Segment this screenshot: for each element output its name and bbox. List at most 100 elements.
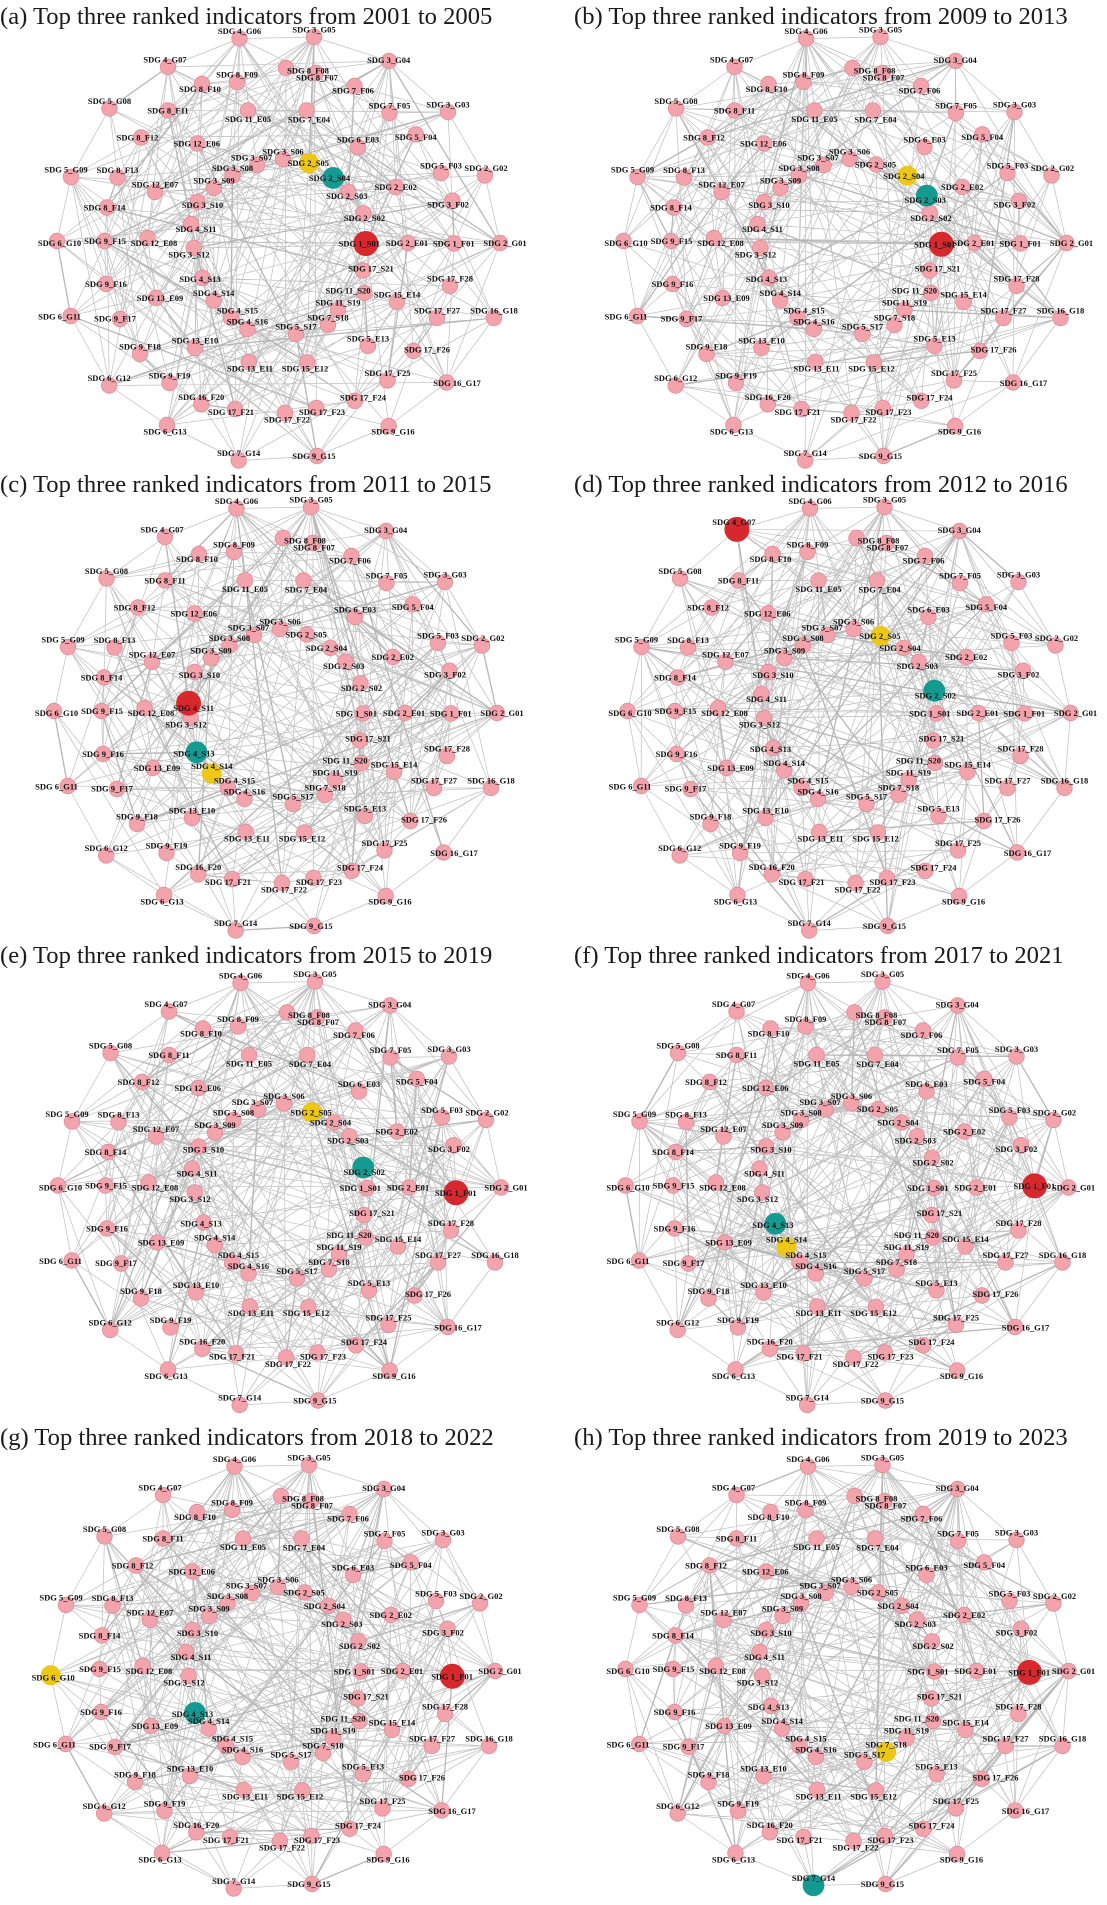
svg-text:SDG 9_G15: SDG 9_G15	[861, 1879, 904, 1889]
svg-text:SDG 2_S05: SDG 2_S05	[857, 1588, 898, 1598]
svg-text:SDG 3_G05: SDG 3_G05	[861, 1453, 904, 1463]
svg-text:SDG 5_E13: SDG 5_E13	[344, 804, 386, 814]
svg-text:SDG 8_F14: SDG 8_F14	[85, 1147, 128, 1157]
svg-text:SDG 4_S16: SDG 4_S16	[222, 1745, 263, 1755]
svg-text:SDG 5_G08: SDG 5_G08	[88, 96, 131, 106]
svg-text:SDG 8_F09: SDG 8_F09	[785, 1498, 827, 1508]
svg-text:SDG 16_G17: SDG 16_G17	[1002, 1323, 1050, 1333]
svg-text:SDG 8_F10: SDG 8_F10	[750, 554, 792, 564]
svg-text:SDG 4_S13: SDG 4_S13	[173, 748, 214, 758]
svg-text:SDG 17_F28: SDG 17_F28	[424, 744, 470, 754]
svg-text:SDG 5_S17: SDG 5_S17	[844, 1266, 886, 1276]
svg-text:SDG 9_F15: SDG 9_F15	[81, 706, 123, 716]
svg-text:SDG 12_E06: SDG 12_E06	[740, 139, 787, 149]
svg-text:SDG 1_S01: SDG 1_S01	[336, 709, 377, 719]
svg-text:SDG 3_S07: SDG 3_S07	[226, 1581, 268, 1591]
svg-text:SDG 9_G15: SDG 9_G15	[289, 921, 332, 931]
svg-text:SDG 17_F28: SDG 17_F28	[427, 274, 473, 284]
svg-text:SDG 3_S09: SDG 3_S09	[190, 646, 231, 656]
svg-text:SDG 1_S01: SDG 1_S01	[339, 239, 380, 249]
svg-text:SDG 8_F11: SDG 8_F11	[148, 1050, 189, 1060]
svg-text:(e) Top three ranked indicator: (e) Top three ranked indicators from 201…	[0, 942, 492, 969]
svg-text:SDG 3_S09: SDG 3_S09	[193, 176, 234, 186]
svg-text:SDG 11_S19: SDG 11_S19	[310, 1726, 355, 1736]
svg-text:SDG 2_E01: SDG 2_E01	[386, 238, 428, 248]
svg-text:SDG 7_F05: SDG 7_F05	[937, 1045, 979, 1055]
svg-text:SDG 5_F04: SDG 5_F04	[961, 132, 1004, 142]
svg-text:SDG 4_G07: SDG 4_G07	[712, 1483, 756, 1493]
svg-text:SDG 6_G11: SDG 6_G11	[607, 1256, 650, 1266]
svg-text:SDG 9_F17: SDG 9_F17	[94, 314, 137, 324]
svg-text:SDG 2_G01: SDG 2_G01	[1050, 238, 1093, 248]
svg-text:SDG 3_G04: SDG 3_G04	[367, 55, 411, 65]
svg-text:SDG 2_E02: SDG 2_E02	[375, 182, 417, 192]
svg-text:SDG 13_E09: SDG 13_E09	[705, 1238, 752, 1248]
svg-text:SDG 1_F01: SDG 1_F01	[999, 239, 1041, 249]
svg-text:SDG 5_F03: SDG 5_F03	[987, 161, 1029, 171]
svg-text:SDG 4_S13: SDG 4_S13	[180, 1219, 221, 1229]
svg-text:SDG 16_F20: SDG 16_F20	[747, 1336, 793, 1346]
svg-text:SDG 4_S11: SDG 4_S11	[176, 224, 217, 234]
svg-text:SDG 9_G15: SDG 9_G15	[292, 451, 335, 461]
svg-text:SDG 2_S04: SDG 2_S04	[883, 171, 925, 181]
svg-text:SDG 2_G02: SDG 2_G02	[459, 1591, 502, 1601]
svg-text:SDG 17_F22: SDG 17_F22	[259, 1843, 305, 1853]
svg-text:SDG 8_F08: SDG 8_F08	[856, 1494, 898, 1504]
svg-text:SDG 6_E03: SDG 6_E03	[903, 135, 945, 145]
svg-text:(f) Top three ranked indicator: (f) Top three ranked indicators from 201…	[574, 942, 1064, 969]
svg-text:SDG 3_S09: SDG 3_S09	[764, 646, 805, 656]
svg-text:SDG 3_G04: SDG 3_G04	[368, 1000, 412, 1010]
svg-text:SDG 9_F16: SDG 9_F16	[80, 1707, 122, 1717]
svg-text:SDG 8_F11: SDG 8_F11	[147, 106, 188, 116]
svg-text:SDG 5_F03: SDG 5_F03	[420, 161, 462, 171]
svg-text:SDG 5_F04: SDG 5_F04	[390, 1560, 433, 1570]
svg-text:SDG 3_F02: SDG 3_F02	[996, 1628, 1038, 1638]
svg-text:SDG 13_E09: SDG 13_E09	[138, 1238, 185, 1248]
svg-text:SDG 8_F08: SDG 8_F08	[854, 66, 896, 76]
svg-text:SDG 9_F19: SDG 9_F19	[719, 841, 761, 851]
svg-text:SDG 4_G06: SDG 4_G06	[215, 496, 258, 506]
svg-text:SDG 7_G14: SDG 7_G14	[786, 1393, 830, 1403]
svg-text:SDG 7_E04: SDG 7_E04	[856, 1543, 899, 1553]
svg-text:SDG 1_F01: SDG 1_F01	[435, 1188, 477, 1198]
svg-text:SDG 2_E02: SDG 2_E02	[943, 1127, 985, 1137]
svg-text:SDG 7_S18: SDG 7_S18	[874, 313, 915, 323]
svg-text:SDG 8_F07: SDG 8_F07	[865, 1017, 908, 1027]
svg-text:SDG 6_E03: SDG 6_E03	[338, 1079, 380, 1089]
svg-text:SDG 8_F13: SDG 8_F13	[665, 1110, 707, 1120]
svg-text:SDG 11_S20: SDG 11_S20	[894, 1714, 939, 1724]
svg-text:SDG 6_G12: SDG 6_G12	[83, 1801, 126, 1811]
svg-text:SDG 12_E07: SDG 12_E07	[698, 180, 745, 190]
svg-text:SDG 3_S06: SDG 3_S06	[263, 1091, 304, 1101]
svg-text:SDG 3_S12: SDG 3_S12	[739, 720, 780, 730]
svg-text:SDG 8_F12: SDG 8_F12	[112, 1561, 154, 1571]
svg-text:SDG 8_F14: SDG 8_F14	[654, 673, 697, 683]
svg-text:SDG 12_E06: SDG 12_E06	[174, 139, 221, 149]
svg-text:SDG 11_S19: SDG 11_S19	[312, 768, 357, 778]
svg-text:SDG 5_G09: SDG 5_G09	[613, 1109, 656, 1119]
svg-text:SDG 2_G01: SDG 2_G01	[1052, 1183, 1095, 1193]
svg-text:SDG 3_G05: SDG 3_G05	[287, 1453, 330, 1463]
svg-text:SDG 7_F06: SDG 7_F06	[899, 86, 941, 96]
svg-text:SDG 8_F14: SDG 8_F14	[84, 203, 127, 213]
svg-text:SDG 9_F19: SDG 9_F19	[717, 1315, 759, 1325]
svg-text:SDG 2_G02: SDG 2_G02	[464, 163, 507, 173]
svg-text:SDG 9_F19: SDG 9_F19	[717, 1799, 759, 1809]
svg-text:SDG 3_F02: SDG 3_F02	[424, 670, 466, 680]
svg-text:SDG 8_F14: SDG 8_F14	[79, 1631, 122, 1641]
svg-text:SDG 7_S18: SDG 7_S18	[304, 783, 345, 793]
svg-text:SDG 7_G14: SDG 7_G14	[784, 448, 828, 458]
svg-text:(c) Top three ranked indicator: (c) Top three ranked indicators from 201…	[0, 471, 491, 498]
svg-text:SDG 3_S10: SDG 3_S10	[750, 1145, 791, 1155]
svg-text:SDG 3_S08: SDG 3_S08	[207, 1591, 248, 1601]
svg-text:SDG 17_F26: SDG 17_F26	[404, 345, 450, 355]
svg-text:SDG 15_E14: SDG 15_E14	[942, 1234, 989, 1244]
svg-text:SDG 8_F10: SDG 8_F10	[180, 1029, 222, 1039]
svg-text:SDG 3_G05: SDG 3_G05	[292, 25, 335, 35]
svg-text:SDG 1_S01: SDG 1_S01	[334, 1667, 375, 1677]
svg-text:SDG 6_E03: SDG 6_E03	[337, 135, 379, 145]
svg-text:SDG 17_F27: SDG 17_F27	[411, 776, 458, 786]
svg-text:SDG 17_S21: SDG 17_S21	[345, 734, 391, 744]
svg-text:SDG 4_S15: SDG 4_S15	[218, 1250, 259, 1260]
svg-text:SDG 2_S02: SDG 2_S02	[915, 690, 956, 700]
